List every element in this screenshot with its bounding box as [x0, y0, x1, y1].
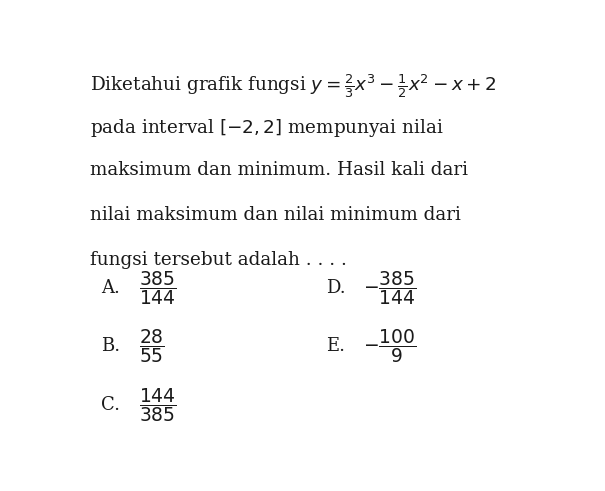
Text: A.: A.	[102, 279, 120, 297]
Text: fungsi tersebut adalah . . . .: fungsi tersebut adalah . . . .	[90, 250, 347, 269]
Text: nilai maksimum dan nilai minimum dari: nilai maksimum dan nilai minimum dari	[90, 206, 460, 224]
Text: $-\dfrac{385}{144}$: $-\dfrac{385}{144}$	[362, 269, 416, 306]
Text: maksimum dan minimum. Hasil kali dari: maksimum dan minimum. Hasil kali dari	[90, 162, 468, 179]
Text: Diketahui grafik fungsi $y = \frac{2}{3}x^3 - \frac{1}{2}x^2 - x + 2$: Diketahui grafik fungsi $y = \frac{2}{3}…	[90, 72, 496, 100]
Text: D.: D.	[327, 279, 346, 297]
Text: $-\dfrac{100}{9}$: $-\dfrac{100}{9}$	[362, 327, 416, 365]
Text: C.: C.	[102, 396, 120, 414]
Text: $\dfrac{144}{385}$: $\dfrac{144}{385}$	[139, 386, 177, 424]
Text: pada interval $[-2, 2]$ mempunyai nilai: pada interval $[-2, 2]$ mempunyai nilai	[90, 117, 443, 139]
Text: E.: E.	[327, 337, 345, 355]
Text: $\dfrac{28}{55}$: $\dfrac{28}{55}$	[139, 327, 165, 365]
Text: $\dfrac{385}{144}$: $\dfrac{385}{144}$	[139, 269, 177, 306]
Text: B.: B.	[102, 337, 120, 355]
